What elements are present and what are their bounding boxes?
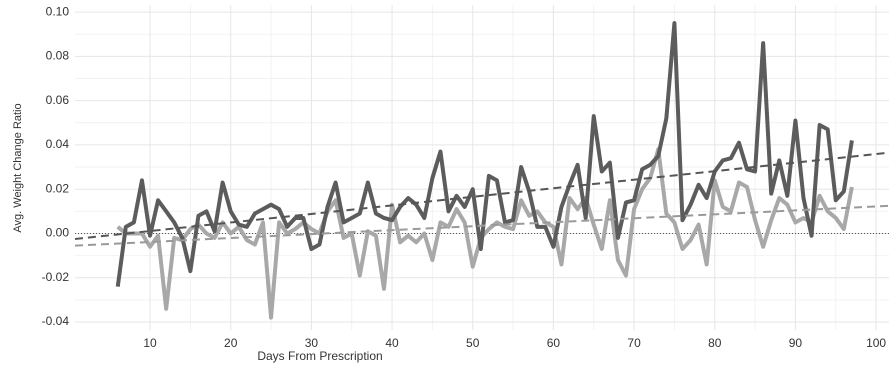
series-line [116,147,854,320]
series-line [115,21,854,287]
x-tick-label: 100 [866,336,886,350]
x-tick-label: 10 [143,336,157,350]
y-tick-label: 0.08 [46,49,70,63]
x-tick-label: 60 [547,336,561,350]
y-tick-label: 0.00 [46,226,70,240]
x-tick-label: 40 [385,336,399,350]
x-tick-label: 30 [305,336,319,350]
x-tick-label: 80 [708,336,722,350]
x-axis-title: Days From Prescription [257,349,382,363]
y-tick-label: 0.06 [46,93,70,107]
y-tick-label: -0.02 [42,270,70,284]
x-tick-label: 50 [466,336,480,350]
x-tick-label: 70 [627,336,641,350]
x-tick-label: 20 [224,336,238,350]
y-tick-label: 0.02 [46,181,70,195]
y-tick-label: 0.10 [46,4,70,18]
trend-line [74,204,889,247]
trend-line [74,151,889,241]
y-tick-label: -0.04 [42,314,70,328]
y-tick-label: 0.04 [46,137,70,151]
x-tick-label: 90 [789,336,803,350]
y-axis-title: Avg. Weight Change Ratio [12,103,24,232]
